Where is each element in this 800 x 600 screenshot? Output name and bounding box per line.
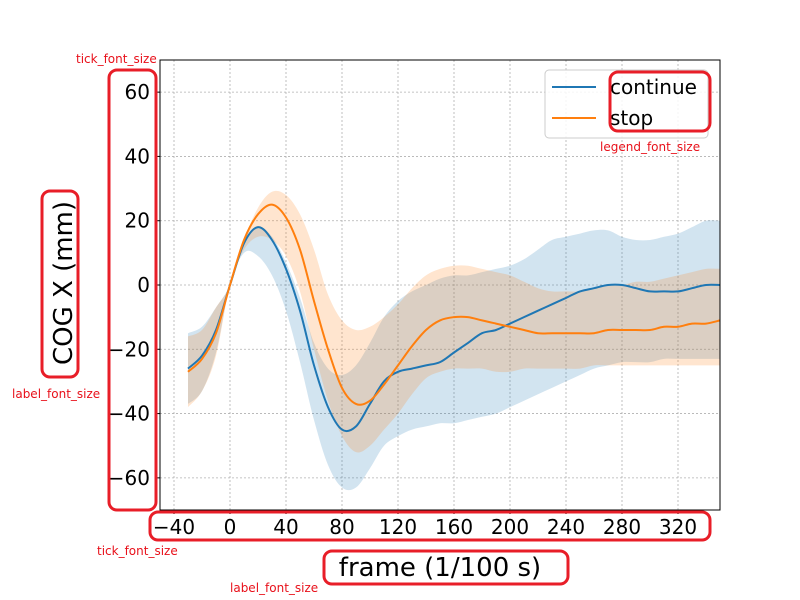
band-continue xyxy=(188,220,720,491)
y-tick-label-6: −60 xyxy=(108,466,150,490)
x-tick-labels: −40 0 40 80 120 160 200 240 280 320 xyxy=(153,515,697,539)
legend-label-stop: stop xyxy=(610,106,653,130)
highlight-x-ticks xyxy=(148,510,712,542)
annotation-label-font-size-bottom: label_font_size xyxy=(230,581,318,595)
legend: continue stop xyxy=(544,69,709,139)
highlight-x-label xyxy=(322,549,570,586)
highlight-y-label xyxy=(40,189,80,379)
y-tick-label-5: −40 xyxy=(108,402,150,426)
x-tick-label-5: 160 xyxy=(435,515,473,539)
series-lines xyxy=(187,203,721,433)
annotation-tick-font-size-top: tick_font_size xyxy=(76,52,157,66)
x-tick-label-7: 240 xyxy=(547,515,585,539)
x-tick-label-3: 80 xyxy=(329,515,354,539)
line-stop xyxy=(187,203,721,406)
x-tick-label-8: 280 xyxy=(603,515,641,539)
x-tick-label-1: 0 xyxy=(224,515,237,539)
y-tick-label-3: 0 xyxy=(137,273,150,297)
annotation-highlights xyxy=(40,68,712,586)
grid-lines xyxy=(160,60,720,510)
annotation-tick-font-size-bottom: tick_font_size xyxy=(97,544,178,558)
highlight-legend-labels xyxy=(608,70,712,133)
confidence-bands xyxy=(188,190,720,491)
x-tick-label-2: 40 xyxy=(273,515,298,539)
x-tick-label-9: 320 xyxy=(659,515,697,539)
y-tick-label-2: 20 xyxy=(125,209,150,233)
x-tick-label-0: −40 xyxy=(153,515,195,539)
y-tick-label-1: 40 xyxy=(125,144,150,168)
annotation-label-font-size-left: label_font_size xyxy=(12,387,100,401)
x-axis-label: frame (1/100 s) xyxy=(339,553,541,583)
line-continue xyxy=(187,226,721,433)
legend-label-continue: continue xyxy=(610,75,697,99)
annotation-legend-font-size: legend_font_size xyxy=(600,140,700,154)
y-axis-label: COG X (mm) xyxy=(49,201,79,365)
x-tick-label-6: 200 xyxy=(491,515,529,539)
x-tick-label-4: 120 xyxy=(379,515,417,539)
highlight-y-ticks xyxy=(107,68,158,512)
y-tick-label-0: 60 xyxy=(125,80,150,104)
band-stop xyxy=(188,190,720,453)
y-tick-labels: 60 40 20 0 −20 −40 −60 xyxy=(108,80,150,490)
y-tick-label-4: −20 xyxy=(108,337,150,361)
